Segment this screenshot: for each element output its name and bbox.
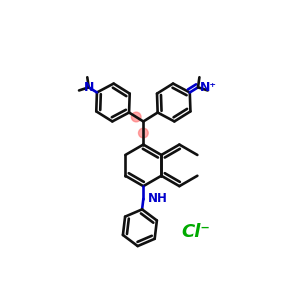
- Text: N: N: [83, 81, 94, 94]
- Text: NH: NH: [148, 192, 167, 205]
- Circle shape: [139, 128, 148, 138]
- Text: N⁺: N⁺: [200, 81, 217, 94]
- Text: Cl⁻: Cl⁻: [181, 223, 210, 241]
- Circle shape: [131, 112, 141, 122]
